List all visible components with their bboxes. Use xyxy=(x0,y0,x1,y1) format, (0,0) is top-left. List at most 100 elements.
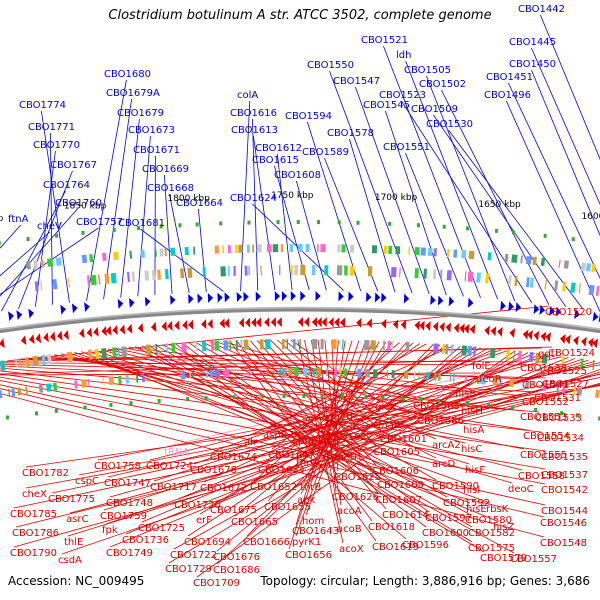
reverse-gene-label: CBO1575 xyxy=(468,543,515,554)
cog-block xyxy=(511,254,518,263)
reverse-leader-line xyxy=(108,348,466,444)
forward-gene-label: CBO1624 xyxy=(230,193,277,204)
gc-marker xyxy=(261,394,265,399)
reverse-gene-arrow xyxy=(533,330,540,341)
cog-block xyxy=(585,263,592,272)
reverse-gene-arrow xyxy=(527,330,533,340)
reverse-leader-line xyxy=(47,355,528,431)
reverse-gene-arrow xyxy=(311,317,318,328)
genome-backbone xyxy=(0,308,600,334)
forward-gene-label: CBO1613 xyxy=(231,125,278,136)
reverse-gene-label: CBO1717 xyxy=(150,482,197,493)
cog-block xyxy=(81,254,88,264)
reverse-gene-label: CBO1541 xyxy=(522,380,569,391)
reverse-gene-label: acoB xyxy=(337,524,362,535)
reverse-leader-line xyxy=(109,360,596,498)
reverse-gene-arrow xyxy=(182,320,188,331)
reverse-gene-label: acoA xyxy=(337,506,362,517)
reverse-leader-line xyxy=(40,355,525,412)
forward-gene-arrow xyxy=(348,291,354,302)
forward-gene-arrow xyxy=(549,305,555,316)
forward-gene-label: CBO1669 xyxy=(142,164,189,175)
reverse-gene-label: glcK xyxy=(375,402,397,413)
reverse-leader-line xyxy=(0,376,546,470)
reverse-gene-arrow xyxy=(270,317,276,328)
cog-block xyxy=(468,250,475,260)
reverse-leader-line xyxy=(0,362,545,366)
gc-marker xyxy=(317,220,321,225)
reverse-gene-arrow xyxy=(419,320,425,331)
forward-gene-label: CBO1496 xyxy=(484,90,531,101)
reverse-gene-label: CBO1618 xyxy=(368,522,415,533)
cog-block xyxy=(580,262,586,271)
reverse-gene-label: CBO1782 xyxy=(22,468,69,479)
forward-gene-arrow xyxy=(315,291,321,302)
cog-block xyxy=(591,263,596,273)
reverse-gene-arrow xyxy=(316,317,322,328)
reverse-gene-arrow xyxy=(381,318,387,329)
gc-marker xyxy=(136,226,140,231)
gc-marker xyxy=(55,233,59,238)
reverse-gene-label: CBO1525 xyxy=(540,366,587,377)
forward-gene-arrow xyxy=(574,309,580,319)
reverse-gene-label: CBO1729 xyxy=(165,564,212,575)
forward-leader-line xyxy=(531,69,600,237)
gc-marker xyxy=(178,223,182,228)
gc-marker xyxy=(195,222,199,227)
reverse-leader-line xyxy=(135,346,515,554)
gc-marker xyxy=(402,396,406,401)
forward-gene-label: CBO1774 xyxy=(19,100,66,111)
reverse-gene-label: CBO1580 xyxy=(465,515,512,526)
forward-gene-arrow xyxy=(129,297,135,308)
reverse-gene-arrow xyxy=(224,318,230,329)
reverse-gene-label: CBO1759 xyxy=(100,511,147,522)
reverse-gene-label: apk xyxy=(297,495,315,506)
scale-tick-label: 1700 kbp xyxy=(375,193,418,203)
reverse-gene-arrow xyxy=(264,317,270,328)
cog-block xyxy=(81,379,87,388)
reverse-gene-arrow xyxy=(0,338,5,349)
gc-marker xyxy=(276,220,280,225)
scale-tick-label: 1600 kbp xyxy=(581,212,600,222)
forward-leader-line xyxy=(50,132,53,305)
reverse-leader-line xyxy=(105,358,582,525)
reverse-gene-arrow xyxy=(28,334,35,345)
forward-gene-arrow xyxy=(508,301,514,312)
reverse-gene-label: CBO1622 xyxy=(326,432,373,443)
reverse-leader-line xyxy=(0,373,546,452)
reverse-gene-arrow xyxy=(463,323,470,334)
reverse-gene-label: CBO1552 xyxy=(522,397,569,408)
reverse-gene-label: CBO1538 xyxy=(520,363,567,374)
forward-gene-arrow xyxy=(224,292,230,303)
topology-text: Topology: circular; Length: 3,886,916 bp… xyxy=(260,574,590,588)
forward-gene-arrow xyxy=(381,292,387,303)
forward-gene-arrow xyxy=(236,291,242,302)
gc-marker xyxy=(302,394,306,399)
reverse-gene-arrow xyxy=(35,333,42,344)
gc-marker xyxy=(186,397,190,402)
reverse-gene-arrow xyxy=(201,319,207,330)
reverse-gene-label: CBO1747 xyxy=(104,478,151,489)
forward-leader-line xyxy=(137,135,151,297)
reverse-gene-label: CBO1686 xyxy=(213,565,260,576)
forward-gene-arrow xyxy=(533,304,540,315)
reverse-leader-line xyxy=(0,372,481,376)
reverse-gene-arrow xyxy=(445,322,452,333)
reverse-gene-arrow xyxy=(49,331,56,342)
reverse-gene-label: erF xyxy=(196,515,212,526)
reverse-gene-arrow xyxy=(251,317,257,328)
forward-gene-arrow xyxy=(84,302,90,313)
reverse-gene-label: CBO1596 xyxy=(402,540,449,551)
reverse-leader-line xyxy=(177,353,535,500)
reverse-leader-line xyxy=(209,341,437,440)
reverse-gene-label: hisE xyxy=(466,504,487,515)
reverse-gene-label: CBO1626 xyxy=(332,492,379,503)
gc-marker xyxy=(54,408,58,413)
reverse-gene-label: CBO1672 xyxy=(200,483,247,494)
reverse-gene-label: hisZ xyxy=(493,522,514,533)
forward-gene-arrow xyxy=(71,303,78,314)
reverse-gene-label: CBO1601 xyxy=(380,434,427,445)
gc-marker xyxy=(247,220,251,225)
cog-block xyxy=(541,353,548,364)
forward-gene-arrow xyxy=(555,306,562,317)
